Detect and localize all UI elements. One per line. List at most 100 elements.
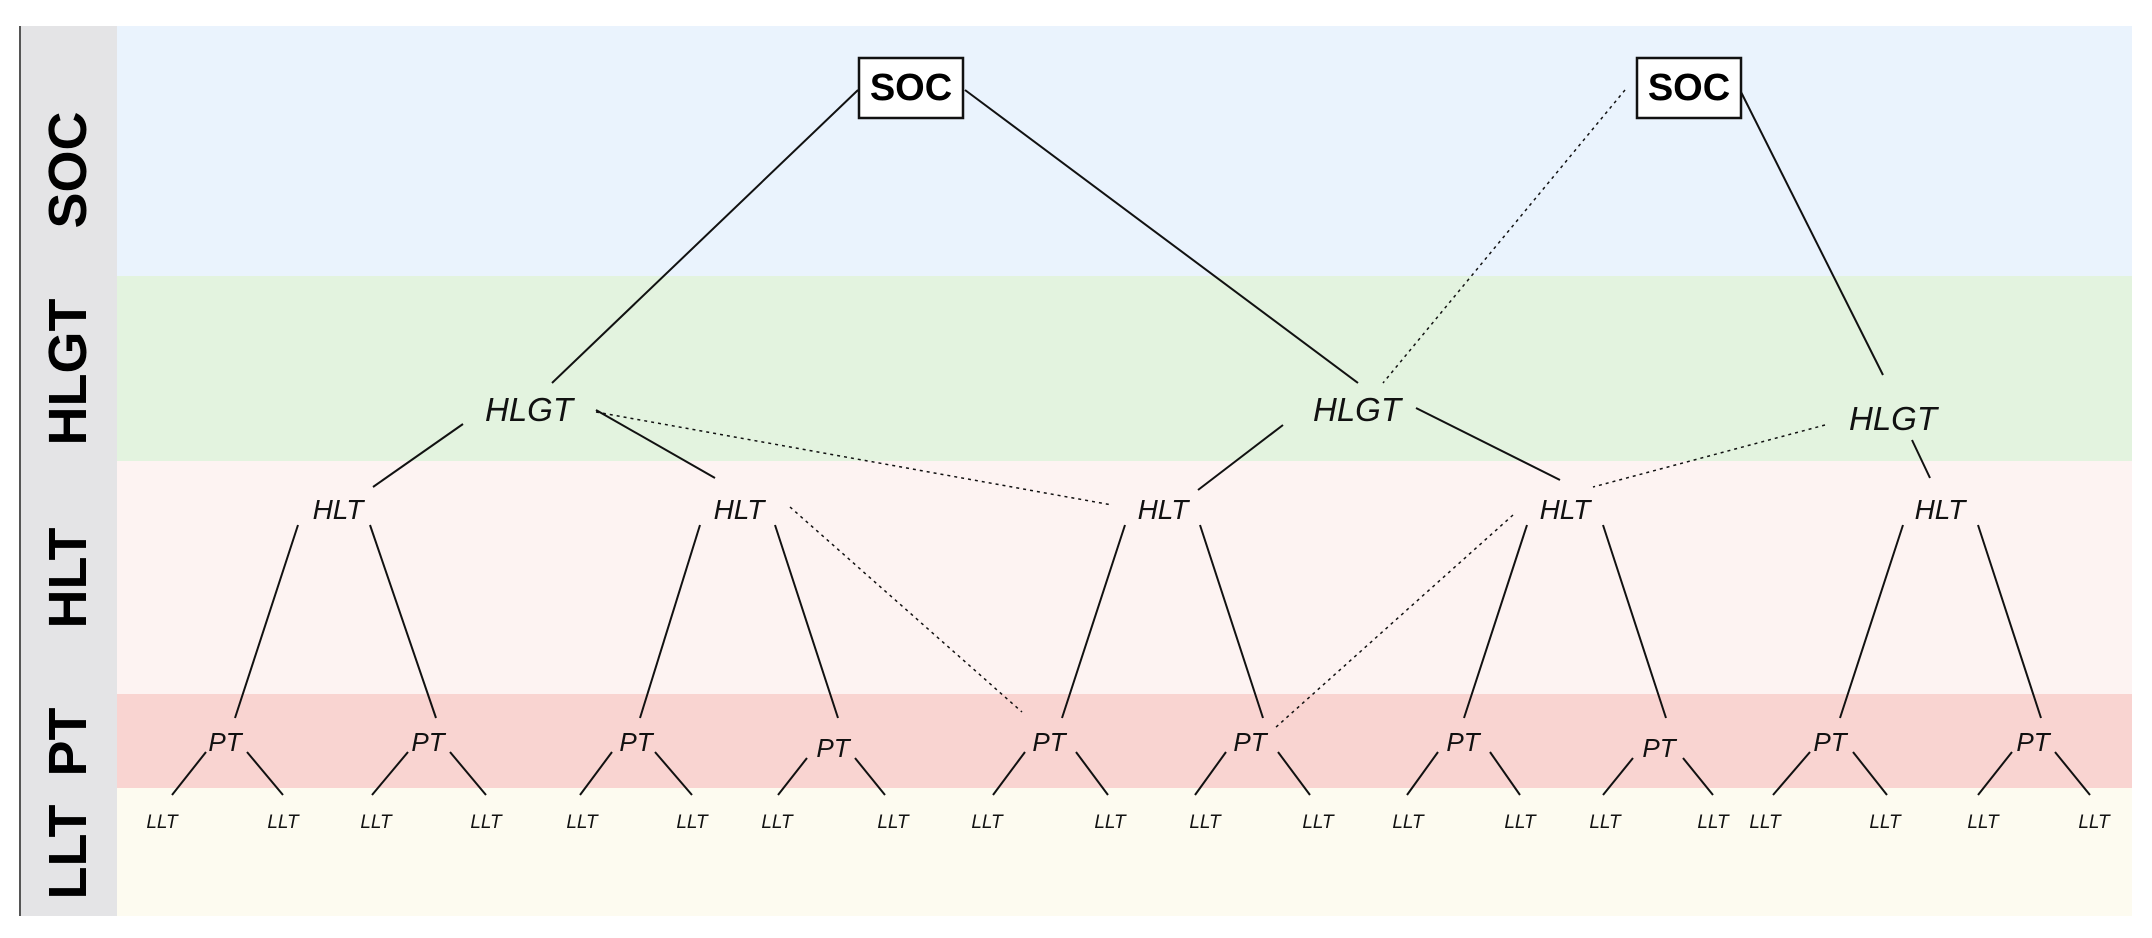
- soc-level-nodes: SOC SOC: [857, 56, 1743, 120]
- llt-node-label: LLT: [1697, 812, 1730, 833]
- pt-node-label: PT: [411, 727, 446, 757]
- edge-solid: [246, 751, 284, 796]
- llt-node-label: LLT: [1967, 812, 2000, 833]
- edge-solid: [1911, 439, 1931, 479]
- edge-solid: [1406, 751, 1439, 796]
- hlt-node-label: HLT: [1540, 494, 1593, 525]
- hlgt-level-nodes: HLGT HLGT HLGT: [485, 391, 1940, 437]
- llt-node-label: LLT: [1189, 812, 1222, 833]
- hlt-node-label: HLT: [1138, 494, 1191, 525]
- connector-lines: [171, 89, 2091, 796]
- hlgt-node-label: HLGT: [1849, 400, 1940, 437]
- edge-solid: [369, 524, 437, 719]
- edge-solid: [1977, 524, 2042, 719]
- llt-node-label: LLT: [2078, 812, 2111, 833]
- edge-solid: [1463, 524, 1528, 719]
- edge-solid: [372, 423, 464, 488]
- pt-node-label: PT: [1233, 727, 1268, 757]
- edge-solid: [1415, 407, 1561, 481]
- edge-solid: [654, 751, 693, 796]
- llt-node-label: LLT: [1302, 812, 1335, 833]
- soc-band: [117, 26, 2132, 276]
- edge-solid: [1839, 524, 1904, 719]
- llt-node-label: LLT: [676, 812, 709, 833]
- hlt-node-label: HLT: [714, 494, 767, 525]
- llt-node-label: LLT: [1589, 812, 1622, 833]
- pt-node-label: PT: [1813, 727, 1848, 757]
- hlgt-band: [117, 276, 2132, 461]
- edge-solid: [854, 757, 886, 796]
- soc-node-label: SOC: [1648, 67, 1730, 109]
- pt-node-label: PT: [816, 733, 851, 763]
- edge-solid: [1194, 751, 1227, 796]
- soc-node-label: SOC: [870, 67, 952, 109]
- pt-node-label: PT: [1446, 727, 1481, 757]
- level-bands: [117, 26, 2132, 916]
- pt-node-label: PT: [208, 727, 243, 757]
- llt-node-label: LLT: [267, 812, 300, 833]
- hlt-node-label: HLT: [1915, 494, 1968, 525]
- hlt-band: [117, 461, 2132, 694]
- llt-node-label: LLT: [971, 812, 1004, 833]
- edge-dotted: [1274, 514, 1514, 729]
- edge-dotted: [1382, 89, 1626, 384]
- pt-node-label: PT: [1642, 733, 1677, 763]
- level-sidebar: [20, 26, 117, 916]
- edge-solid: [777, 757, 808, 796]
- edge-dotted: [595, 411, 1113, 506]
- llt-node-label: LLT: [1504, 812, 1537, 833]
- llt-node-label: LLT: [360, 812, 393, 833]
- edge-solid: [1682, 757, 1714, 796]
- edge-solid: [551, 89, 859, 384]
- llt-node-label: LLT: [761, 812, 794, 833]
- edge-dotted: [789, 506, 1023, 713]
- pt-level-nodes: PT PT PT PT PT PT PT PT PT PT: [208, 727, 2051, 763]
- llt-node-label: LLT: [1869, 812, 1902, 833]
- edge-solid: [639, 524, 701, 719]
- hlgt-node-label: HLGT: [485, 391, 576, 428]
- edge-solid: [1061, 524, 1126, 719]
- hlt-node-label: HLT: [313, 494, 366, 525]
- soc-node-box: [1635, 56, 1743, 120]
- edge-solid: [1075, 751, 1109, 796]
- llt-node-label: LLT: [566, 812, 599, 833]
- llt-node-label: LLT: [1749, 812, 1782, 833]
- edge-solid: [774, 524, 839, 719]
- soc-node-box: [857, 56, 965, 120]
- edge-solid: [1197, 424, 1284, 491]
- edge-solid: [2054, 751, 2091, 796]
- llt-node-label: LLT: [1094, 812, 1127, 833]
- llt-node-label: LLT: [877, 812, 910, 833]
- pt-node-label: PT: [2016, 727, 2051, 757]
- edge-solid: [1977, 751, 2013, 796]
- edge-solid: [1277, 751, 1311, 796]
- pt-band: [117, 694, 2132, 788]
- edge-solid: [234, 524, 299, 719]
- pt-node-label: PT: [1032, 727, 1067, 757]
- llt-node-label: LLT: [470, 812, 503, 833]
- edge-solid: [992, 751, 1026, 796]
- edge-solid: [449, 751, 487, 796]
- llt-band: [117, 788, 2132, 916]
- llt-node-label: LLT: [1392, 812, 1425, 833]
- edge-solid: [595, 409, 716, 479]
- sidebar-label-hlgt: HLGT: [38, 299, 98, 446]
- llt-level-nodes: LLT LLT LLT LLT LLT LLT LLT LLT LLT LLT …: [146, 812, 2111, 833]
- llt-node-label: LLT: [146, 812, 179, 833]
- hlt-level-nodes: HLT HLT HLT HLT HLT: [313, 494, 1968, 525]
- edge-solid: [1602, 757, 1634, 796]
- sidebar-label-llt: LLT: [38, 805, 98, 900]
- sidebar-label-hlt: HLT: [38, 528, 98, 629]
- edge-solid: [1852, 751, 1888, 796]
- edge-solid: [171, 751, 207, 796]
- edge-dotted: [1592, 424, 1826, 488]
- edge-solid: [1772, 751, 1811, 796]
- pt-node-label: PT: [619, 727, 654, 757]
- hlgt-node-label: HLGT: [1313, 391, 1404, 428]
- edge-solid: [964, 89, 1359, 384]
- edge-solid: [1739, 89, 1884, 376]
- sidebar-label-soc: SOC: [38, 111, 98, 228]
- edge-solid: [579, 751, 613, 796]
